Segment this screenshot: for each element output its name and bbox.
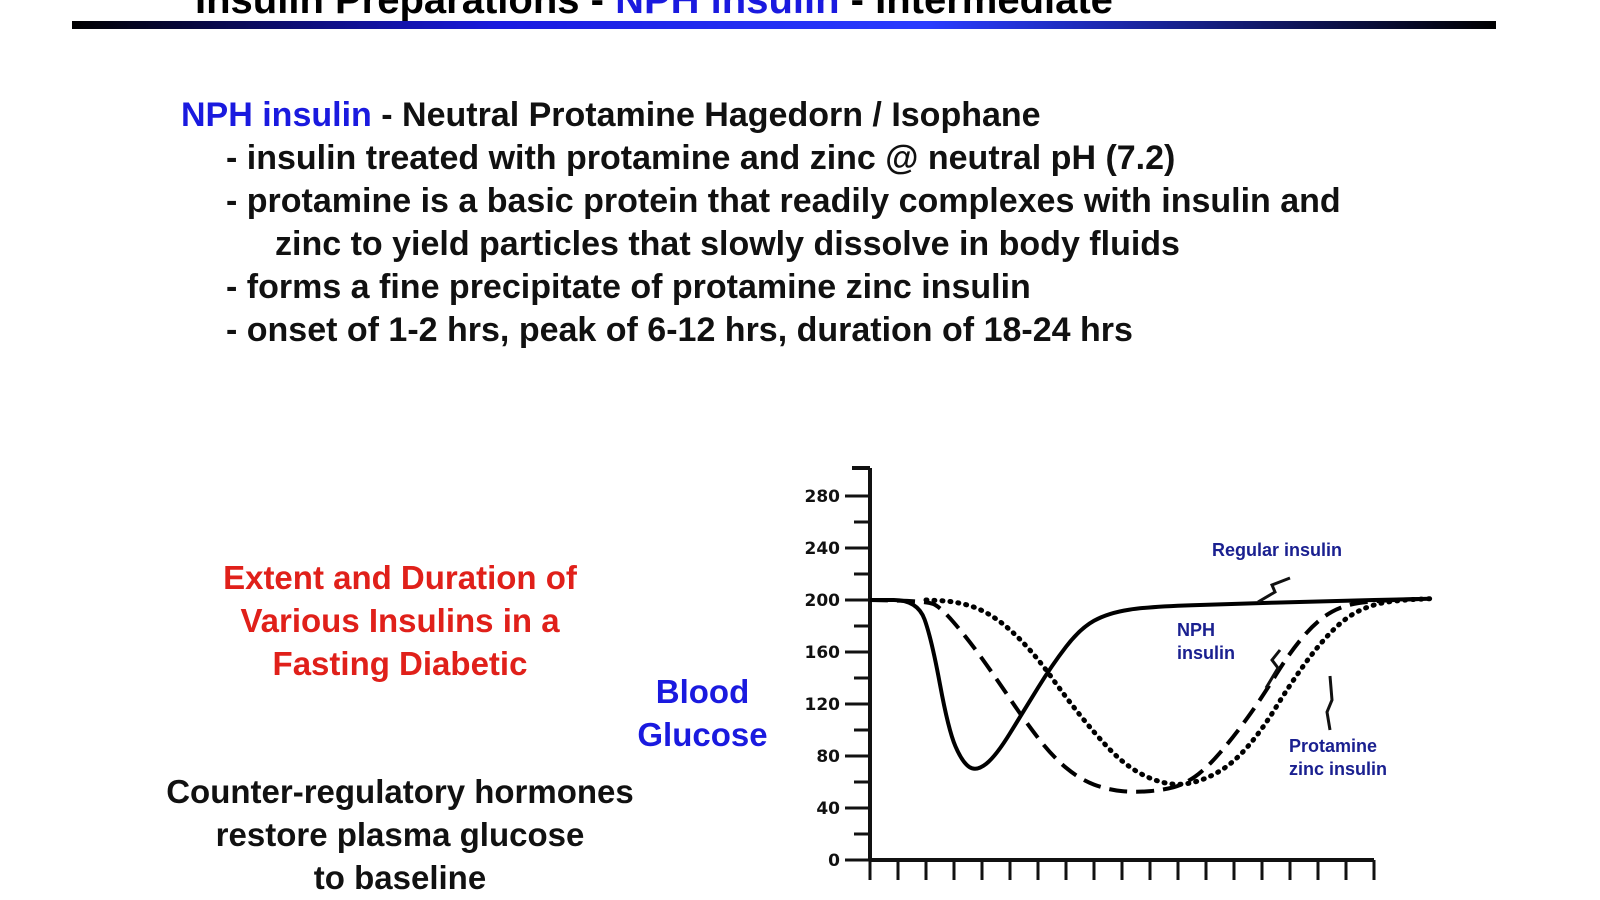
- y-tick-label: 240: [805, 539, 841, 559]
- chart-caption: Extent and Duration of Various Insulins …: [150, 556, 650, 685]
- y-tick-label: 80: [816, 747, 840, 767]
- y-tick-label: 280: [805, 487, 841, 507]
- caption-line: Fasting Diabetic: [272, 645, 528, 682]
- slide-title: Insulin Preparations - NPH insulin - Int…: [195, 0, 1113, 23]
- y-tick-label: 0: [828, 851, 840, 871]
- bullet: - protamine is a basic protein that read…: [226, 182, 1341, 220]
- note-line: restore plasma glucose: [215, 816, 585, 853]
- y-tick-label: 200: [805, 591, 841, 611]
- y-axis-label: Blood Glucose: [637, 673, 768, 753]
- annotation-label: zinc insulin: [1289, 759, 1387, 779]
- bullet: - insulin treated with protamine and zin…: [226, 139, 1176, 177]
- heading-term: NPH insulin: [181, 96, 372, 134]
- arrow-pzi: [1325, 675, 1334, 731]
- bullet-continuation: zinc to yield particles that slowly diss…: [275, 225, 1180, 263]
- title-rule: [72, 21, 1496, 29]
- note-line: to baseline: [313, 859, 487, 896]
- title-suffix: - Intermediate: [839, 0, 1113, 22]
- heading-rest: - Neutral Protamine Hagedorn / Isophane: [371, 96, 1041, 134]
- bullet: - onset of 1-2 hrs, peak of 6-12 hrs, du…: [226, 311, 1133, 349]
- heading-line: NPH insulin - Neutral Protamine Hagedorn…: [181, 96, 1041, 135]
- series-line-protamine-zinc-insulin: [923, 596, 1433, 787]
- bullet: - forms a fine precipitate of protamine …: [226, 268, 1031, 306]
- note-line: Counter-regulatory hormones: [166, 773, 634, 810]
- y-tick-label: 40: [816, 799, 840, 819]
- counter-regulatory-note: Counter-regulatory hormones restore plas…: [110, 770, 690, 899]
- caption-line: Extent and Duration of: [223, 559, 577, 596]
- y-tick-label: 120: [805, 695, 841, 715]
- series-line-nph-insulin: [869, 596, 1431, 794]
- title-prefix: Insulin Preparations -: [195, 0, 616, 22]
- title-highlight: NPH insulin: [615, 0, 840, 22]
- annotation-label: insulin: [1177, 643, 1235, 663]
- annotation-label: Regular insulin: [1212, 540, 1342, 560]
- y-tick-label: 160: [805, 643, 841, 663]
- arrow-nph: [1264, 649, 1282, 689]
- annotation-label: Protamine: [1289, 736, 1377, 756]
- caption-line: Various Insulins in a: [240, 602, 560, 639]
- series-line-regular-insulin: [869, 596, 1431, 771]
- arrow-regular: [1257, 576, 1291, 604]
- annotation-label: NPH: [1177, 620, 1215, 640]
